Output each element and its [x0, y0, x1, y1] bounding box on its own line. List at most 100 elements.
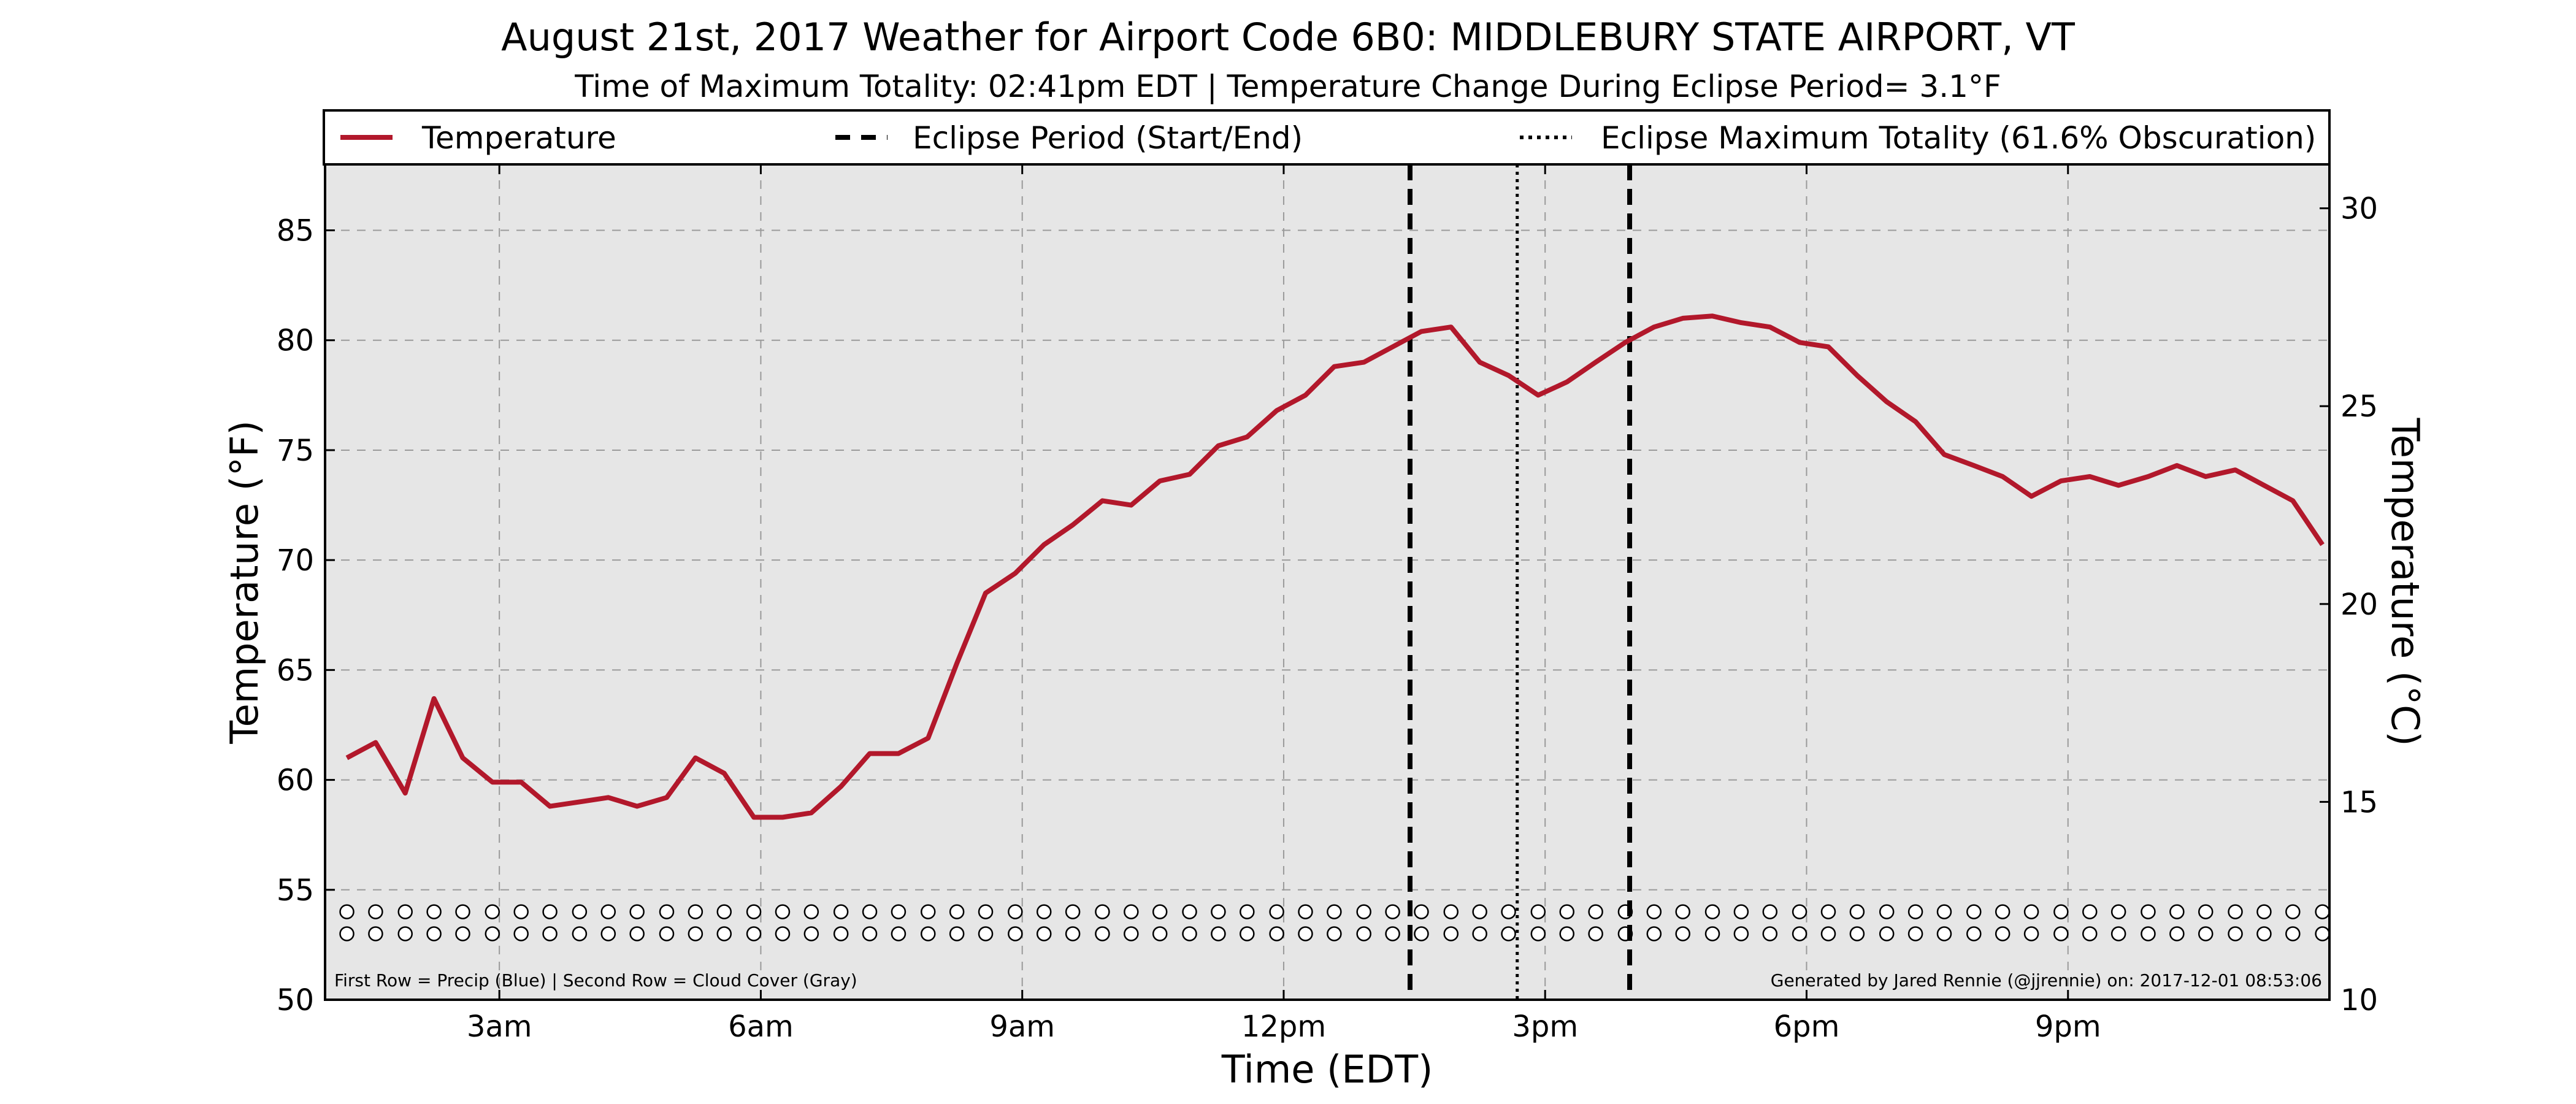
y-axis-right: 10 15 20 25 30 — [2320, 192, 2378, 1018]
cloud-indicator — [1792, 926, 1807, 941]
y-tick-label: 85 — [277, 214, 314, 248]
cloud-indicator — [1559, 926, 1574, 941]
precip-indicator — [1443, 904, 1459, 919]
x-tick-label: 9am — [989, 1010, 1055, 1044]
annotation-right: Generated by Jared Rennie (@jjrennie) on… — [1771, 970, 2322, 991]
precip-indicator — [1240, 904, 1255, 919]
precip-indicator — [542, 904, 558, 919]
precip-indicator — [2141, 904, 2156, 919]
cloud-indicator — [2198, 926, 2214, 941]
cloud-indicator — [455, 926, 470, 941]
cloud-indicator — [1675, 926, 1690, 941]
cloud-indicator — [1879, 926, 1895, 941]
precip-indicator — [1530, 904, 1546, 919]
precip-indicator — [716, 904, 732, 919]
cloud-indicator — [1240, 926, 1255, 941]
precip-indicator — [368, 904, 383, 919]
x-tick-label: 9pm — [2035, 1010, 2101, 1044]
precip-indicator — [1182, 904, 1197, 919]
legend-item-eclipse-period: Eclipse Period (Start/End) — [835, 120, 1303, 156]
precip-indicator — [1849, 904, 1865, 919]
cloud-indicator — [1385, 926, 1400, 941]
precip-indicator — [1675, 904, 1690, 919]
y-tick-label: 80 — [277, 324, 314, 358]
cloud-indicator — [2082, 926, 2098, 941]
cloud-indicator — [833, 926, 849, 941]
cloud-indicator — [659, 926, 675, 941]
precip-indicator — [1036, 904, 1052, 919]
cloud-indicator — [1820, 926, 1836, 941]
legend-label-temperature: Temperature — [421, 120, 616, 156]
y-axis-label-right: Temperature (°C) — [2383, 417, 2428, 746]
precip-indicator — [1559, 904, 1574, 919]
y2-tick-label: 15 — [2340, 785, 2378, 819]
y-tick-label: 50 — [277, 983, 314, 1018]
y-axis-label-left: Temperature (°F) — [222, 420, 267, 744]
precip-indicator — [891, 904, 907, 919]
x-tick-label: 3pm — [1512, 1010, 1578, 1044]
legend-label-eclipse-period: Eclipse Period (Start/End) — [913, 120, 1303, 156]
cloud-indicator — [2285, 926, 2301, 941]
cloud-indicator — [1414, 926, 1429, 941]
x-axis: 3am 6am 9am 12pm 3pm 6pm 9pm — [467, 164, 2101, 1044]
cloud-indicator — [629, 926, 645, 941]
precip-indicator — [1008, 904, 1023, 919]
cloud-indicator — [1646, 926, 1662, 941]
precip-indicator — [1414, 904, 1429, 919]
cloud-indicator — [1936, 926, 1952, 941]
indicator-rows — [339, 904, 2330, 941]
precip-indicator — [2082, 904, 2098, 919]
cloud-indicator — [716, 926, 732, 941]
cloud-indicator — [775, 926, 791, 941]
legend-item-temperature: Temperature — [340, 120, 616, 156]
precip-indicator — [1588, 904, 1603, 919]
cloud-indicator — [2141, 926, 2156, 941]
precip-indicator — [1646, 904, 1662, 919]
cloud-indicator — [949, 926, 965, 941]
precip-indicator — [862, 904, 878, 919]
precip-indicator — [688, 904, 703, 919]
cloud-indicator — [1327, 926, 1342, 941]
cloud-indicator — [1298, 926, 1313, 941]
cloud-indicator — [1211, 926, 1226, 941]
precip-indicator — [1995, 904, 2011, 919]
precip-indicator — [426, 904, 442, 919]
cloud-indicator — [2169, 926, 2185, 941]
precip-indicator — [949, 904, 965, 919]
precip-indicator — [2023, 904, 2039, 919]
legend-label-eclipse-max: Eclipse Maximum Totality (61.6% Obscurat… — [1601, 120, 2316, 156]
precip-indicator — [1385, 904, 1400, 919]
precip-indicator — [1704, 904, 1720, 919]
cloud-indicator — [978, 926, 994, 941]
precip-indicator — [397, 904, 413, 919]
cloud-indicator — [426, 926, 442, 941]
cloud-indicator — [1008, 926, 1023, 941]
x-tick-label: 12pm — [1241, 1010, 1326, 1044]
cloud-indicator — [1966, 926, 1982, 941]
precip-indicator — [978, 904, 994, 919]
precip-indicator — [339, 904, 355, 919]
y2-tick-label: 25 — [2340, 389, 2378, 424]
cloud-indicator — [2053, 926, 2069, 941]
x-tick-label: 6am — [728, 1010, 794, 1044]
cloud-indicator — [891, 926, 907, 941]
precip-indicator — [1501, 904, 1516, 919]
cloud-indicator — [920, 926, 936, 941]
cloud-indicator — [2228, 926, 2243, 941]
precip-indicator — [746, 904, 762, 919]
y2-tick-label: 30 — [2340, 192, 2378, 226]
cloud-indicator — [1588, 926, 1603, 941]
precip-indicator — [1820, 904, 1836, 919]
precip-indicator — [2198, 904, 2214, 919]
y-tick-label: 65 — [277, 653, 314, 688]
precip-indicator — [1792, 904, 1807, 919]
precip-indicator — [2053, 904, 2069, 919]
precip-indicator — [1356, 904, 1371, 919]
precip-indicator — [1095, 904, 1110, 919]
cloud-indicator — [2256, 926, 2272, 941]
cloud-indicator — [485, 926, 500, 941]
cloud-indicator — [513, 926, 529, 941]
cloud-indicator — [1182, 926, 1197, 941]
cloud-indicator — [803, 926, 819, 941]
